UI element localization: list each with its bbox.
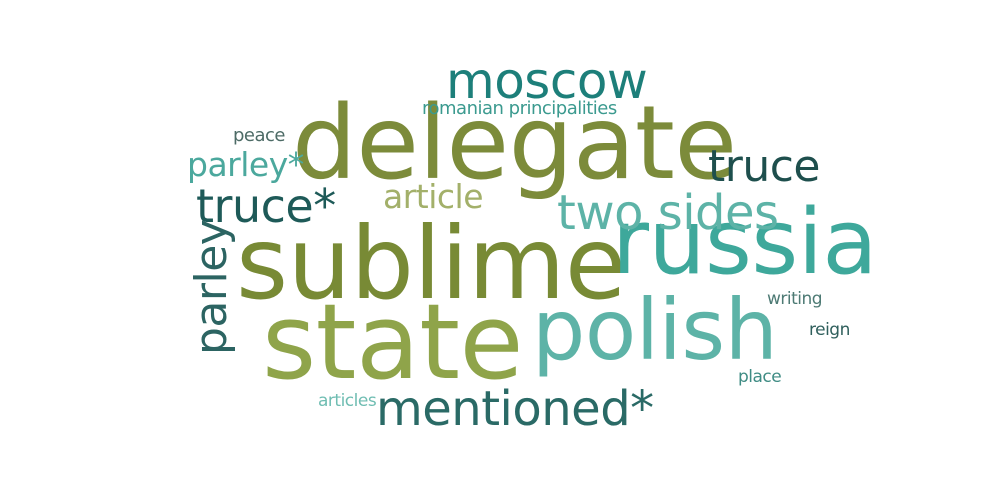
word-parley: parley (186, 219, 237, 355)
word-romanian-principalities: romanian principalities (422, 98, 617, 119)
word-sublime: sublime (236, 205, 626, 322)
word-place: place (738, 367, 782, 387)
word-truce: truce (708, 141, 821, 192)
word-writing: writing (767, 289, 823, 309)
word-two-sides: two sides (557, 185, 779, 241)
word-parley-star: parley* (187, 145, 304, 184)
word-articles: articles (318, 391, 377, 411)
word-moscow: moscow (446, 52, 648, 110)
word-article: article (383, 177, 484, 216)
word-mentioned: mentioned* (376, 381, 654, 437)
word-state: state (262, 281, 523, 403)
word-reign: reign (809, 320, 850, 340)
word-truce-star: truce* (196, 179, 336, 233)
word-delegate: delegate (292, 84, 737, 203)
word-russia: russia (612, 190, 877, 295)
word-peace: peace (233, 125, 286, 146)
word-polish: polish (532, 281, 778, 379)
